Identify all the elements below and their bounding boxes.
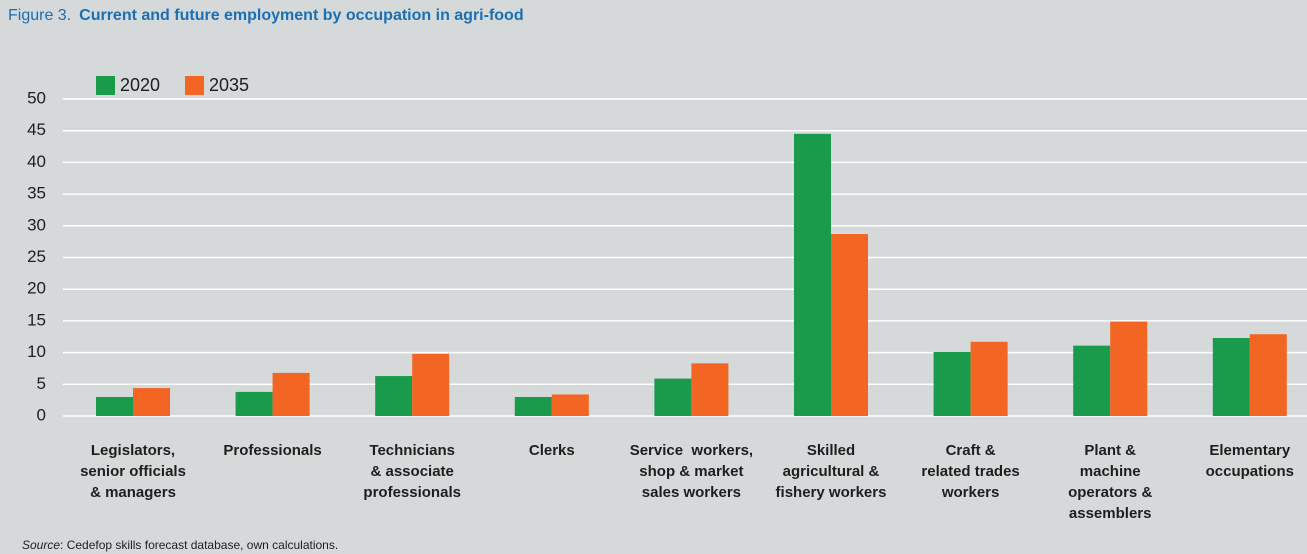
y-tick-label: 35 <box>27 184 46 203</box>
y-tick-label: 0 <box>37 405 46 424</box>
bar <box>272 372 310 416</box>
y-tick-label: 25 <box>27 247 46 266</box>
figure-label: Figure 3. <box>8 7 71 24</box>
x-tick-label: Elementary occupations <box>1206 442 1294 480</box>
legend-swatch <box>96 76 115 95</box>
bar <box>933 351 971 416</box>
x-tick-label: Professionals <box>223 442 321 459</box>
bar <box>691 363 729 416</box>
source-label: Source <box>22 538 60 552</box>
bar <box>514 396 552 416</box>
bar <box>375 376 413 416</box>
x-tick-label: Skilled agricultural & fishery workers <box>776 442 887 501</box>
source-text: : Cedefop skills forecast database, own … <box>60 538 338 552</box>
bar <box>412 353 450 416</box>
bar <box>551 394 589 416</box>
bar <box>1110 321 1148 416</box>
x-tick-label: Legislators, senior officials & managers <box>80 442 186 501</box>
bar <box>970 341 1008 416</box>
x-tick-label: Craft & related trades workers <box>921 442 1019 501</box>
legend-label: 2020 <box>120 75 160 95</box>
bar <box>96 396 133 416</box>
bar <box>1073 345 1111 416</box>
bar <box>235 391 273 416</box>
title-block: Figure 3. Current and future employment b… <box>8 7 524 24</box>
y-tick-label: 20 <box>27 279 46 298</box>
legend-swatch <box>185 76 204 95</box>
bar <box>654 378 692 416</box>
y-tick-label: 50 <box>27 88 46 107</box>
x-tick-label: Plant & machine operators & assemblers <box>1068 442 1152 522</box>
source-note: Source: Cedefop skills forecast database… <box>22 538 338 552</box>
y-tick-label: 10 <box>27 342 46 361</box>
y-tick-label: 45 <box>27 120 46 139</box>
chart-title: Current and future employment by occupat… <box>79 7 523 24</box>
y-tick-label: 30 <box>27 215 46 234</box>
legend-label: 2035 <box>209 75 249 95</box>
bar <box>794 133 831 416</box>
x-tick-label: Clerks <box>529 442 575 459</box>
bar <box>133 388 170 416</box>
bar <box>831 234 868 416</box>
bar <box>1249 334 1287 416</box>
y-tick-label: 5 <box>37 374 46 393</box>
x-tick-label: Technicians & associate professionals <box>363 442 461 501</box>
y-tick-label: 40 <box>27 152 46 171</box>
y-tick-label: 15 <box>27 310 46 329</box>
x-tick-label: Service workers, shop & market sales worke… <box>630 442 753 501</box>
bar <box>1212 338 1250 416</box>
